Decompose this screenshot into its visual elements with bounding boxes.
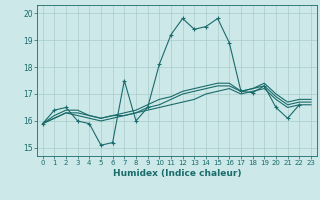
X-axis label: Humidex (Indice chaleur): Humidex (Indice chaleur)	[113, 169, 241, 178]
